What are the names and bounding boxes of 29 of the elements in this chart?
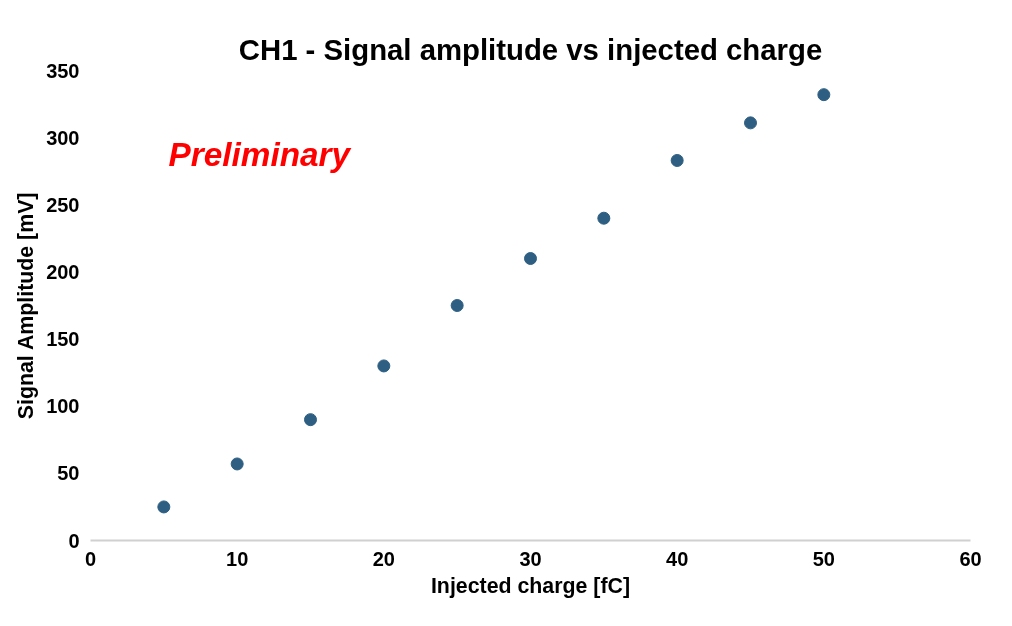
point bbox=[157, 500, 171, 514]
y-tick-label: 200 bbox=[46, 260, 80, 283]
y-tick-label: 150 bbox=[46, 328, 80, 351]
point bbox=[597, 211, 611, 225]
point bbox=[817, 88, 831, 102]
y-tick-label: 350 bbox=[46, 59, 80, 82]
point bbox=[670, 153, 684, 167]
point bbox=[744, 116, 757, 130]
y-tick-label: 100 bbox=[46, 395, 80, 418]
x-tick-label: 40 bbox=[666, 547, 689, 570]
y-tick-label: 250 bbox=[46, 193, 80, 216]
x-tick-label: 0 bbox=[84, 547, 97, 570]
point bbox=[230, 457, 244, 471]
point bbox=[377, 359, 391, 373]
y-tick-label: 300 bbox=[46, 126, 80, 149]
point bbox=[450, 299, 464, 312]
point bbox=[304, 413, 317, 427]
x-tick-label: 60 bbox=[959, 547, 982, 570]
x-axis-title: Injected charge [fC] bbox=[430, 573, 631, 598]
chart-title: CH1 - Signal amplitude vs injected charge bbox=[238, 32, 823, 66]
y-axis-title: Signal Amplitude [mV] bbox=[14, 192, 39, 420]
annotation: Preliminary bbox=[168, 135, 352, 173]
y-tick-label: 50 bbox=[57, 462, 80, 485]
x-tick-label: 10 bbox=[226, 547, 249, 570]
y-tick-label: 0 bbox=[68, 529, 80, 552]
x-tick-label: 30 bbox=[519, 547, 542, 570]
x-tick-label: 20 bbox=[372, 547, 395, 570]
point bbox=[524, 252, 537, 265]
x-tick-label: 50 bbox=[812, 547, 835, 570]
